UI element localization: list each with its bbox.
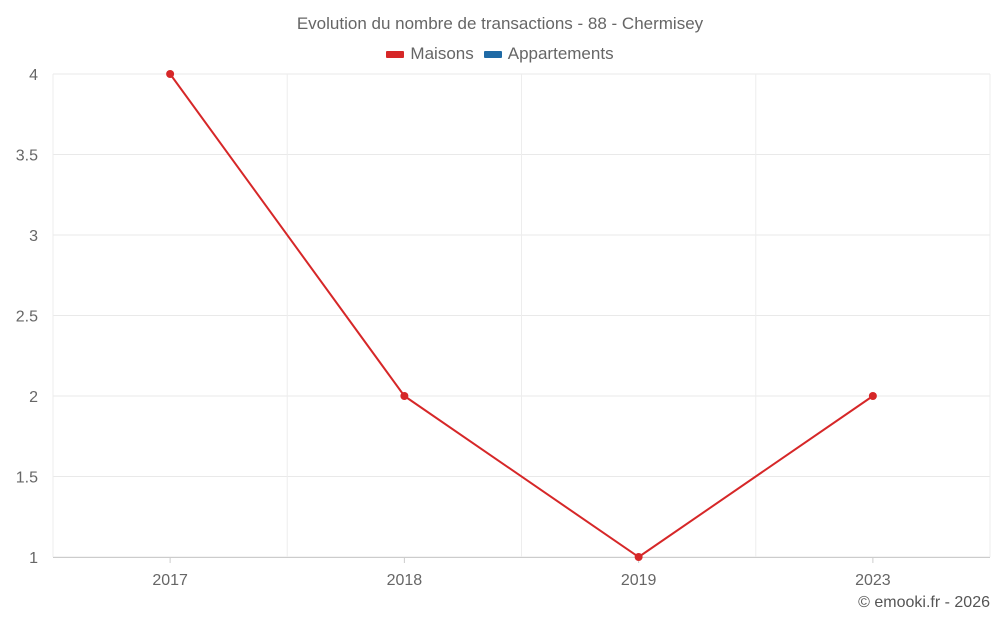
x-tick-label: 2017 (152, 572, 188, 589)
data-point (868, 392, 877, 400)
data-point (634, 553, 643, 561)
y-tick-label: 4 (29, 67, 38, 84)
legend-label-maisons: Maisons (410, 44, 474, 63)
series-line-maisons (169, 73, 874, 558)
legend: Maisons Appartements (0, 44, 1000, 64)
y-tick-label: 3.5 (16, 148, 38, 165)
legend-swatch-appartements (483, 50, 502, 58)
credit-text: © emooki.fr - 2026 (858, 594, 990, 611)
legend-swatch-maisons (386, 50, 405, 58)
x-tick-label: 2019 (621, 572, 657, 589)
x-tick-label: 2018 (387, 572, 423, 589)
legend-label-appartements: Appartements (507, 44, 614, 63)
data-point (166, 70, 175, 78)
y-tick-label: 2 (29, 389, 38, 406)
y-tick-label: 3 (29, 228, 38, 245)
data-point (400, 392, 409, 400)
chart-title: Evolution du nombre de transactions - 88… (296, 14, 704, 33)
y-tick-label: 1 (29, 550, 38, 567)
y-tick-label: 2.5 (16, 309, 38, 326)
legend-item-appartements[interactable]: Appartements (483, 44, 614, 64)
y-tick-label: 1.5 (16, 470, 38, 487)
legend-item-maisons[interactable]: Maisons (386, 44, 474, 64)
x-tick-label: 2023 (855, 572, 891, 589)
